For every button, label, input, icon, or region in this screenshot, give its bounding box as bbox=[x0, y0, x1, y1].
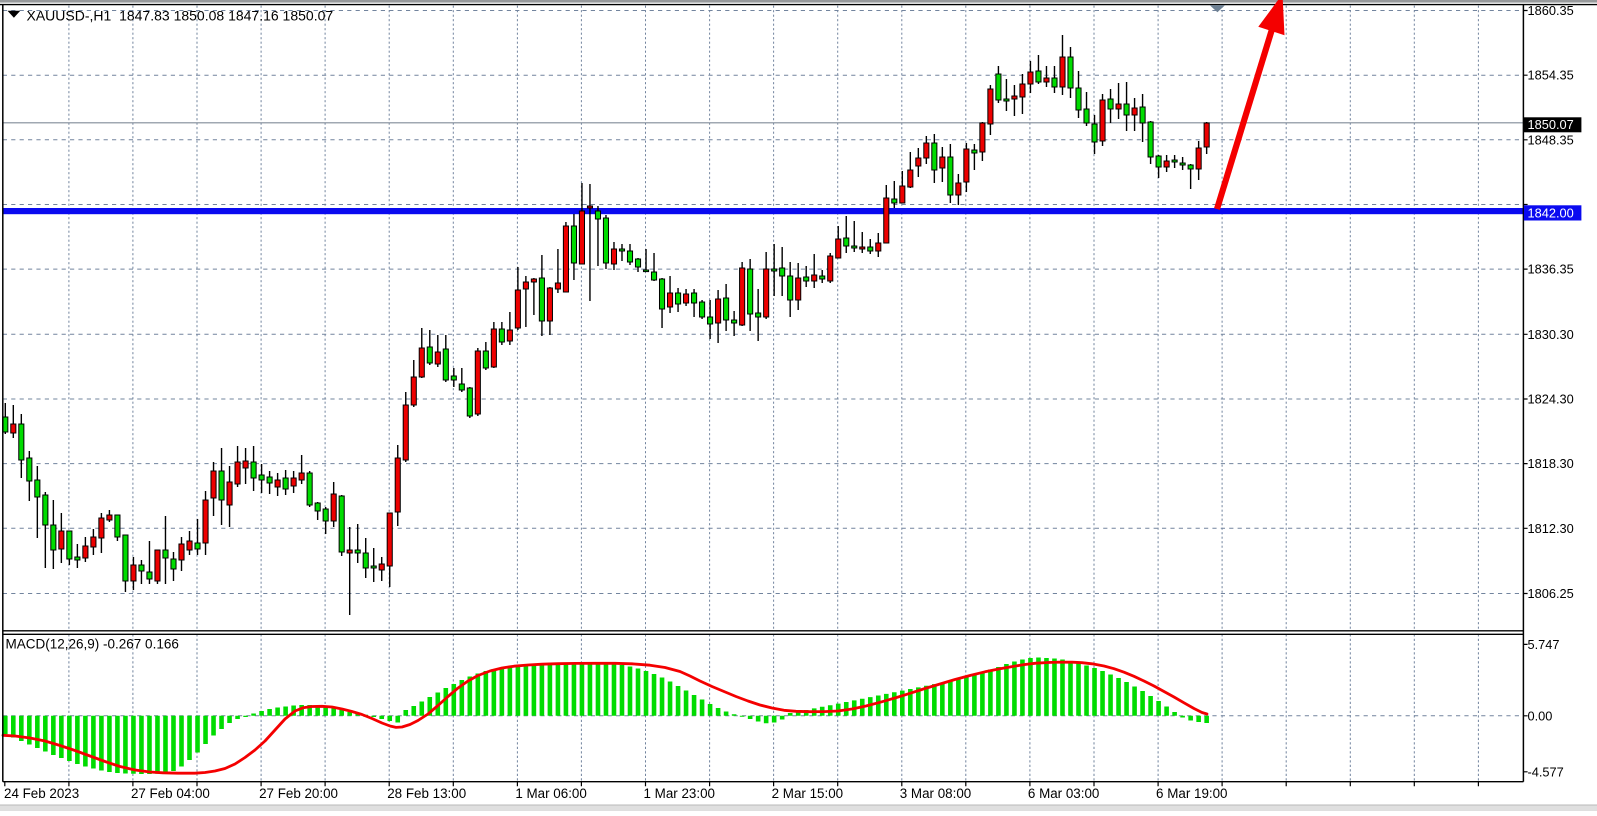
svg-text:1806.25: 1806.25 bbox=[1528, 586, 1574, 601]
svg-text:6 Mar 19:00: 6 Mar 19:00 bbox=[1156, 786, 1227, 801]
svg-text:1830.30: 1830.30 bbox=[1528, 327, 1574, 342]
svg-text:1860.35: 1860.35 bbox=[1528, 3, 1574, 18]
svg-text:1854.35: 1854.35 bbox=[1528, 68, 1574, 83]
svg-text:1842.00: 1842.00 bbox=[1528, 205, 1574, 220]
svg-text:3 Mar 08:00: 3 Mar 08:00 bbox=[900, 786, 971, 801]
svg-text:1824.30: 1824.30 bbox=[1528, 392, 1574, 407]
svg-text:24 Feb 2023: 24 Feb 2023 bbox=[4, 786, 79, 801]
svg-text:28 Feb 13:00: 28 Feb 13:00 bbox=[387, 786, 466, 801]
svg-text:1850.07: 1850.07 bbox=[1528, 117, 1574, 132]
svg-text:27 Feb 04:00: 27 Feb 04:00 bbox=[131, 786, 210, 801]
svg-text:1 Mar 06:00: 1 Mar 06:00 bbox=[515, 786, 586, 801]
svg-text:1812.30: 1812.30 bbox=[1528, 521, 1574, 536]
svg-text:2 Mar 15:00: 2 Mar 15:00 bbox=[772, 786, 843, 801]
svg-text:27 Feb 20:00: 27 Feb 20:00 bbox=[259, 786, 338, 801]
svg-text:1848.35: 1848.35 bbox=[1528, 132, 1574, 147]
svg-text:1818.30: 1818.30 bbox=[1528, 456, 1574, 471]
svg-text:MACD(12,26,9) -0.267 0.166: MACD(12,26,9) -0.267 0.166 bbox=[6, 637, 179, 652]
svg-text:5.747: 5.747 bbox=[1528, 637, 1560, 652]
svg-text:1 Mar 23:00: 1 Mar 23:00 bbox=[644, 786, 715, 801]
svg-text:XAUUSD-,H1 1847.83 1850.08 18: XAUUSD-,H1 1847.83 1850.08 1847.16 1850.… bbox=[27, 8, 334, 24]
svg-text:-4.577: -4.577 bbox=[1528, 764, 1564, 779]
svg-text:1836.35: 1836.35 bbox=[1528, 262, 1574, 277]
svg-text:0.00: 0.00 bbox=[1528, 708, 1553, 723]
svg-text:6 Mar 03:00: 6 Mar 03:00 bbox=[1028, 786, 1099, 801]
